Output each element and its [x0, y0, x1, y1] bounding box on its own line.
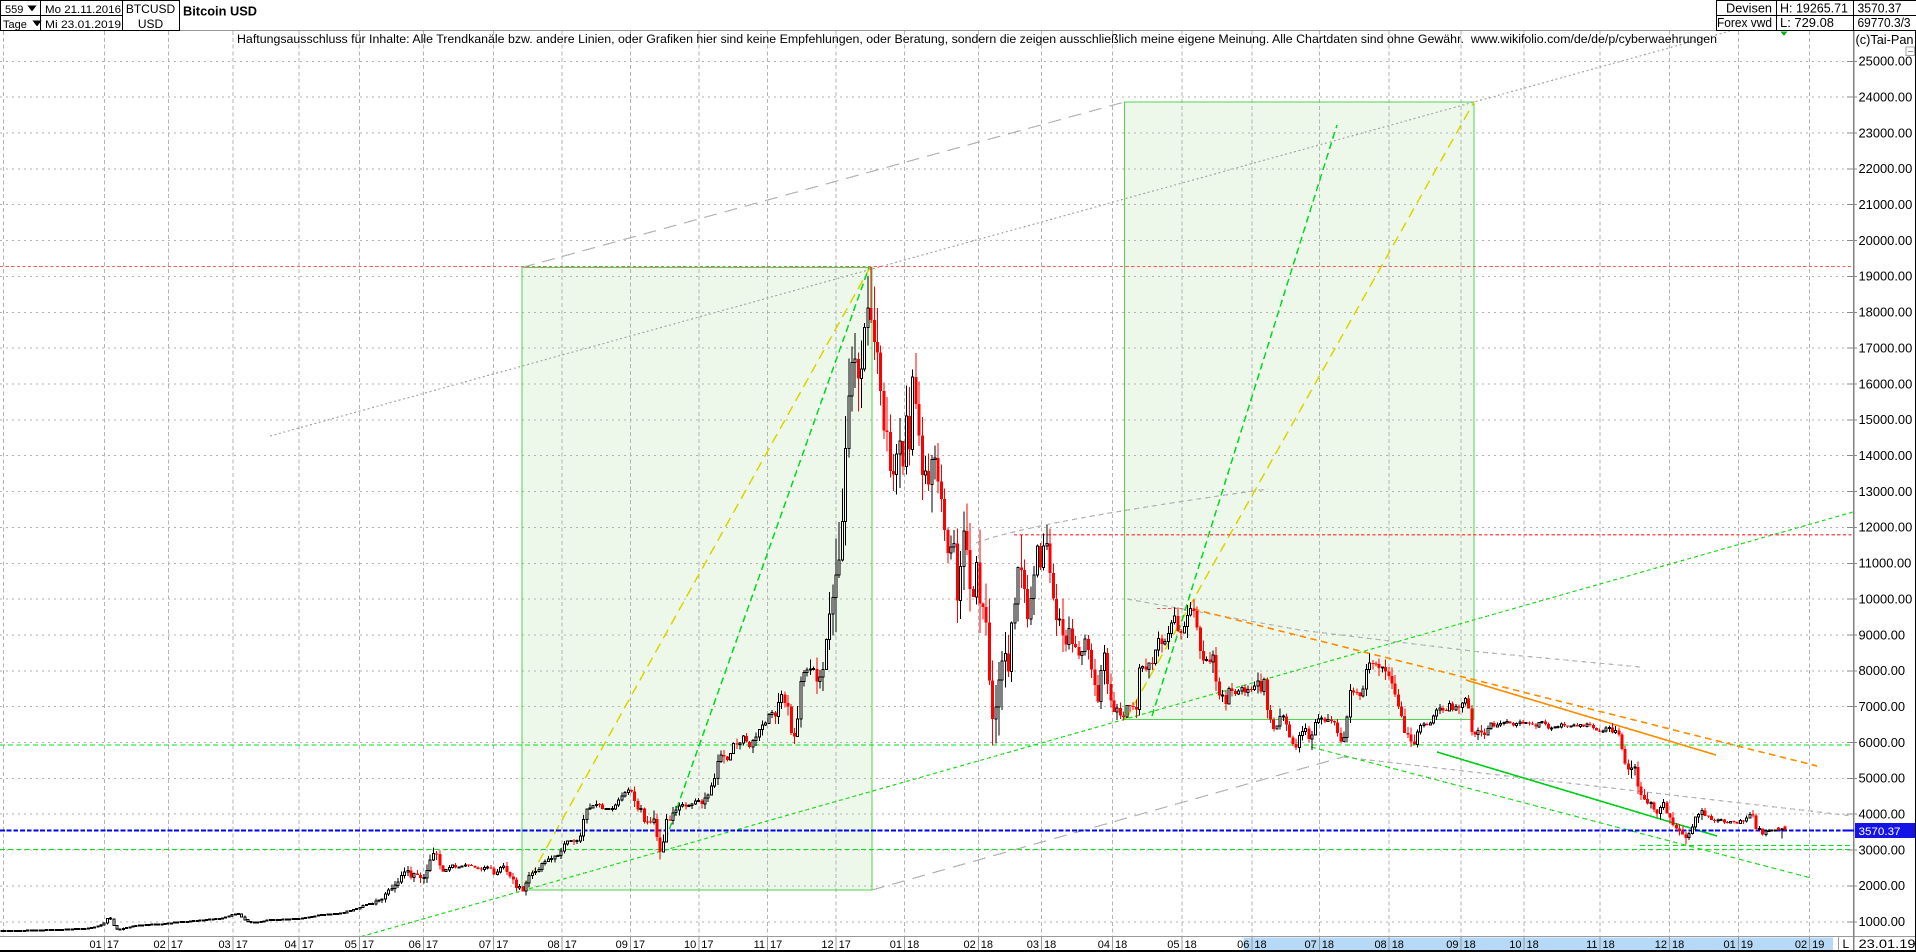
svg-text:12: 12	[821, 939, 833, 951]
svg-text:17: 17	[633, 939, 645, 951]
svg-text:18: 18	[1603, 939, 1615, 951]
svg-text:12: 12	[1655, 939, 1667, 951]
svg-text:07: 07	[479, 939, 491, 951]
svg-text:4000.00: 4000.00	[1859, 807, 1906, 822]
svg-text:19000.00: 19000.00	[1859, 269, 1913, 284]
svg-text:9000.00: 9000.00	[1859, 627, 1906, 642]
svg-text:L: 729.08: L: 729.08	[1780, 16, 1834, 30]
svg-text:USD: USD	[138, 17, 164, 31]
svg-text:1000.00: 1000.00	[1859, 914, 1906, 929]
svg-text:12000.00: 12000.00	[1859, 520, 1913, 535]
svg-text:11000.00: 11000.00	[1859, 556, 1912, 571]
svg-text:18: 18	[1527, 939, 1539, 951]
svg-text:17: 17	[362, 939, 374, 951]
svg-text:20000.00: 20000.00	[1859, 233, 1913, 248]
svg-text:Mi 23.01.2019: Mi 23.01.2019	[45, 19, 121, 31]
svg-text:11: 11	[754, 939, 765, 951]
svg-text:16000.00: 16000.00	[1859, 376, 1913, 391]
svg-text:03: 03	[1027, 939, 1039, 951]
svg-text:18: 18	[1044, 939, 1056, 951]
svg-text:(c)Tai-Pan: (c)Tai-Pan	[1856, 33, 1914, 47]
svg-text:Forex vwd: Forex vwd	[1717, 16, 1772, 30]
svg-text:18: 18	[1322, 939, 1334, 951]
svg-text:02: 02	[1795, 939, 1807, 951]
svg-text:18000.00: 18000.00	[1859, 305, 1913, 320]
svg-text:Haftungsausschluss für Inhalte: Haftungsausschluss für Inhalte: Alle Tre…	[237, 32, 1717, 46]
svg-text:H: 19265.71: H: 19265.71	[1780, 2, 1848, 16]
svg-text:17: 17	[426, 939, 438, 951]
svg-text:3570.37: 3570.37	[1859, 826, 1901, 838]
svg-text:3000.00: 3000.00	[1859, 842, 1906, 857]
svg-text:03: 03	[218, 939, 230, 951]
svg-text:2000.00: 2000.00	[1859, 878, 1906, 893]
svg-text:10: 10	[684, 939, 696, 951]
svg-text:15000.00: 15000.00	[1859, 412, 1913, 427]
svg-text:BTCUSD: BTCUSD	[126, 2, 176, 16]
svg-text:19: 19	[1741, 939, 1753, 951]
svg-text:18: 18	[981, 939, 993, 951]
svg-text:69770.3/3: 69770.3/3	[1858, 16, 1911, 30]
svg-text:23.01.19: 23.01.19	[1859, 937, 1916, 951]
svg-text:23000.00: 23000.00	[1859, 125, 1913, 140]
svg-text:3570.37: 3570.37	[1858, 2, 1902, 16]
svg-text:Bitcoin USD: Bitcoin USD	[183, 4, 257, 19]
svg-text:24000.00: 24000.00	[1859, 90, 1913, 105]
svg-text:19: 19	[1812, 939, 1824, 951]
svg-text:8000.00: 8000.00	[1859, 663, 1906, 678]
svg-text:18: 18	[907, 939, 919, 951]
svg-text:09: 09	[616, 939, 628, 951]
svg-text:17: 17	[107, 939, 119, 951]
svg-text:11: 11	[1586, 939, 1597, 951]
svg-text:17000.00: 17000.00	[1859, 340, 1913, 355]
svg-text:02: 02	[154, 939, 166, 951]
svg-text:17: 17	[171, 939, 183, 951]
svg-text:18: 18	[1254, 939, 1266, 951]
svg-text:08: 08	[547, 939, 559, 951]
svg-text:02: 02	[964, 939, 976, 951]
svg-text:01: 01	[1724, 939, 1736, 951]
svg-text:01: 01	[890, 939, 902, 951]
svg-text:22000.00: 22000.00	[1859, 161, 1913, 176]
svg-text:08: 08	[1374, 939, 1386, 951]
svg-text:17: 17	[839, 939, 851, 951]
svg-text:13000.00: 13000.00	[1859, 484, 1913, 499]
svg-text:21000.00: 21000.00	[1859, 197, 1913, 212]
svg-text:L: L	[1843, 937, 1850, 951]
svg-text:17: 17	[236, 939, 248, 951]
svg-text:17: 17	[701, 939, 713, 951]
svg-text:18: 18	[1672, 939, 1684, 951]
svg-text:6000.00: 6000.00	[1859, 735, 1906, 750]
svg-text:06: 06	[409, 939, 421, 951]
svg-text:10000.00: 10000.00	[1859, 591, 1913, 606]
svg-text:09: 09	[1446, 939, 1458, 951]
svg-text:Devisen: Devisen	[1726, 2, 1772, 16]
svg-text:14000.00: 14000.00	[1859, 448, 1913, 463]
svg-text:01: 01	[90, 939, 102, 951]
svg-text:17: 17	[565, 939, 577, 951]
svg-text:05: 05	[1167, 939, 1179, 951]
svg-text:04: 04	[1098, 939, 1110, 951]
svg-text:18: 18	[1115, 939, 1127, 951]
svg-text:5000.00: 5000.00	[1859, 771, 1906, 786]
svg-text:559: 559	[5, 4, 23, 16]
svg-text:Mo 21.11.2016: Mo 21.11.2016	[45, 4, 121, 16]
svg-text:18: 18	[1464, 939, 1476, 951]
svg-text:05: 05	[345, 939, 357, 951]
svg-text:Tage: Tage	[3, 19, 27, 31]
svg-text:10: 10	[1509, 939, 1521, 951]
svg-text:17: 17	[496, 939, 508, 951]
svg-text:07: 07	[1305, 939, 1317, 951]
svg-text:18: 18	[1392, 939, 1404, 951]
svg-text:06: 06	[1237, 939, 1249, 951]
svg-text:04: 04	[284, 939, 296, 951]
svg-text:17: 17	[770, 939, 782, 951]
svg-text:17: 17	[302, 939, 314, 951]
svg-text:25000.00: 25000.00	[1859, 54, 1913, 69]
svg-text:18: 18	[1185, 939, 1197, 951]
svg-text:7000.00: 7000.00	[1859, 699, 1906, 714]
